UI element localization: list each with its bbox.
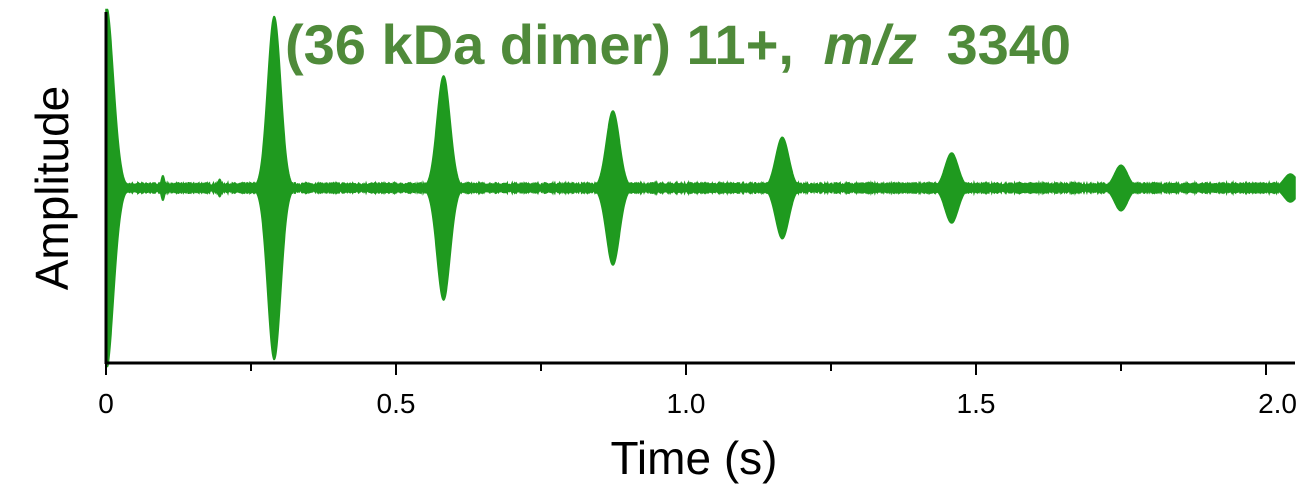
chart-title: (36 kDa dimer) 11+, m/z 3340 <box>285 13 1071 76</box>
x-tick-label: 1.0 <box>667 388 706 419</box>
signal-envelope <box>105 8 1296 368</box>
chart-title-prefix: (36 kDa dimer) 11+, <box>285 13 794 76</box>
x-tick-label: 0.5 <box>377 388 416 419</box>
chart-title-suffix: 3340 <box>946 13 1071 76</box>
x-tick-label: 1.5 <box>957 388 996 419</box>
x-tick-label: 0 <box>98 388 114 419</box>
x-axis-label: Time (s) <box>611 432 778 484</box>
y-axis-label: Amplitude <box>26 86 78 291</box>
x-tick-label: 2.0 <box>1258 388 1297 419</box>
x-axis-ticks: 0 0.5 1.0 1.5 2.0 <box>98 363 1297 419</box>
chart-title-italic: m/z <box>824 13 917 76</box>
signal-series <box>105 8 1296 368</box>
